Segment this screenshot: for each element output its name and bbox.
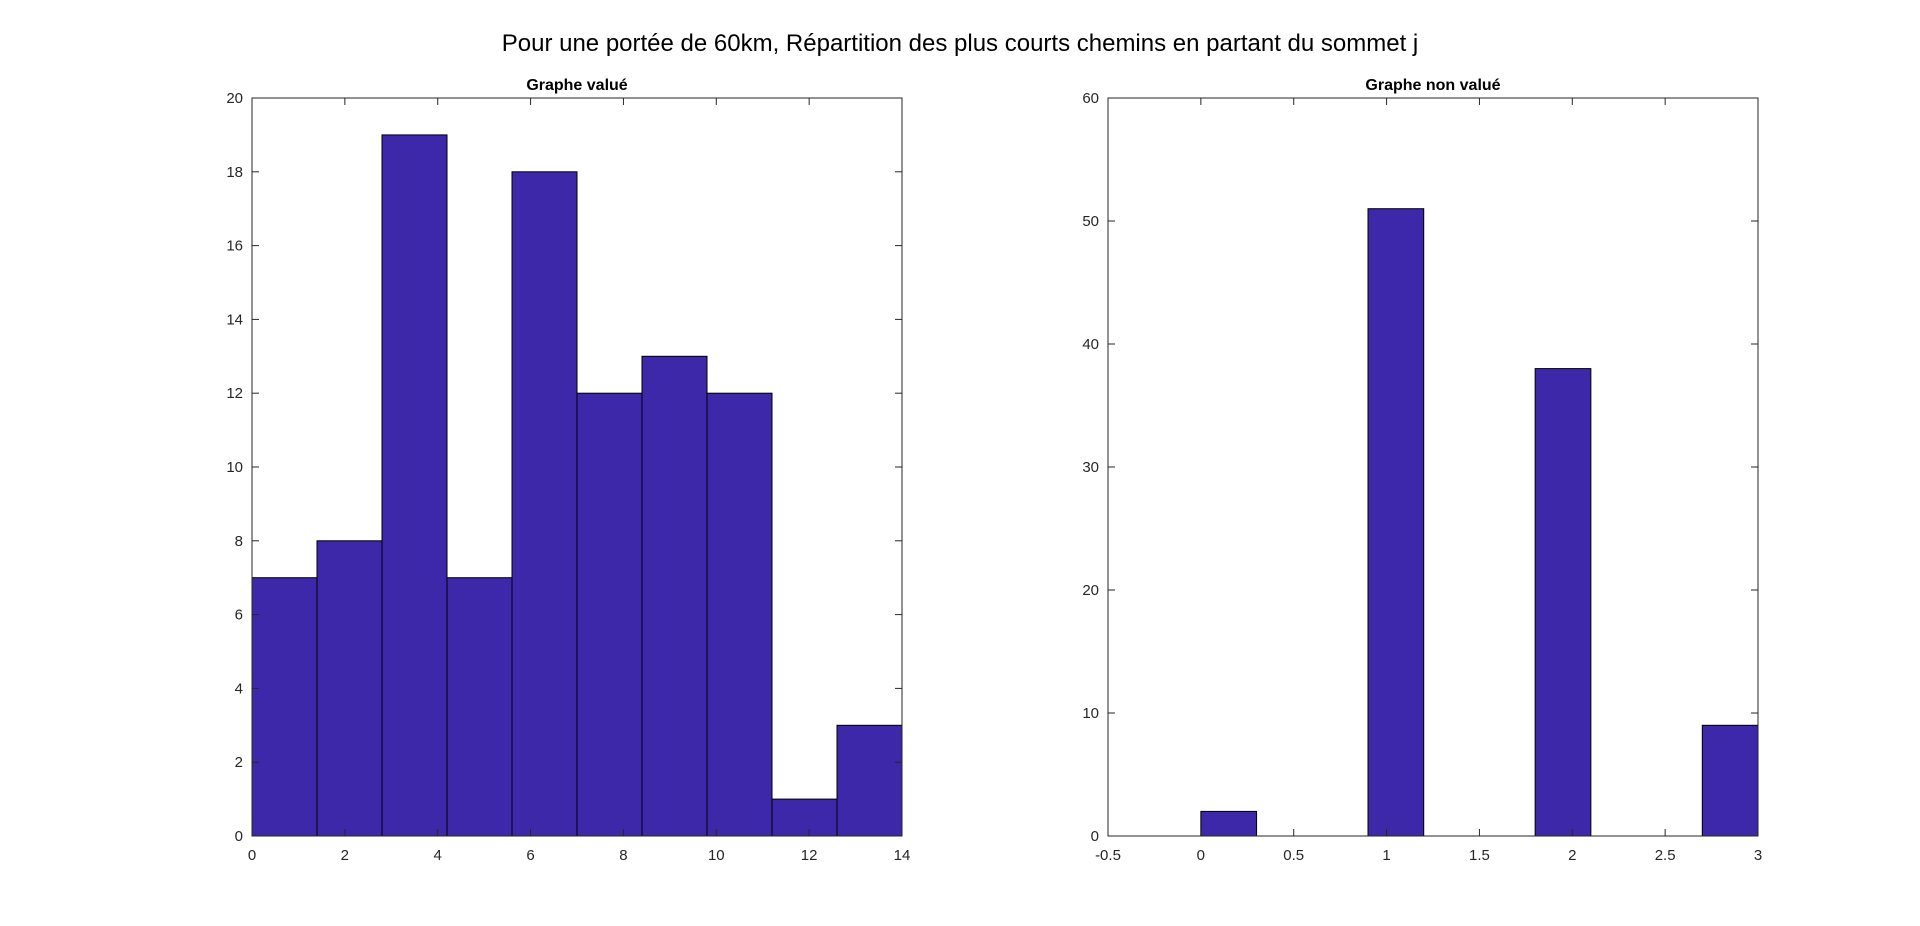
figure-title: Pour une portée de 60km, Répartition des… [501,30,1419,57]
y-tick-label: 60 [1082,90,1099,107]
histogram-bar [511,171,578,837]
axes-box [1107,97,1759,837]
y-tick-label: 20 [226,90,243,107]
x-tick-label: 1.5 [1469,847,1490,864]
histogram-bar [1367,208,1425,837]
x-tick-label: 14 [894,847,911,864]
x-tick-label: 10 [708,847,725,864]
x-tick-label: 6 [526,847,534,864]
x-tick-label: 2 [341,847,349,864]
y-tick-label: 4 [235,680,243,697]
y-tick-label: 6 [235,607,243,624]
histogram-bar [576,392,643,837]
histogram-bar [251,577,318,837]
x-tick-label: 2.5 [1655,847,1676,864]
y-tick-label: 50 [1082,213,1099,230]
subplot-title: Graphe non valué [1365,77,1500,94]
y-tick-label: 12 [226,385,243,402]
histogram-bar [381,134,448,837]
y-tick-label: 10 [1082,705,1099,722]
histogram-bar [1200,810,1258,837]
histogram-bar [1534,368,1592,837]
histogram-bar [1701,724,1759,837]
y-tick-label: 2 [235,754,243,771]
x-tick-label: 0 [248,847,256,864]
y-tick-label: 0 [1091,828,1099,845]
x-tick-label: 2 [1568,847,1576,864]
histogram-bar [641,355,708,837]
y-tick-label: 40 [1082,336,1099,353]
x-tick-label: 1 [1382,847,1390,864]
histogram-bar [836,724,903,837]
histogram-bar [446,577,513,837]
subplot-title: Graphe valué [526,77,627,94]
y-tick-label: 8 [235,533,243,550]
x-tick-label: 8 [619,847,627,864]
histogram-bar [316,540,383,837]
y-tick-label: 18 [226,164,243,181]
y-tick-label: 20 [1082,582,1099,599]
y-tick-label: 30 [1082,459,1099,476]
histogram-panel-weighted: 0 2 4 6 8 10 12 14 0 2 4 6 8 10 12 14 16 18 20 Graphe valué [226,77,910,864]
y-tick-label: 0 [235,828,243,845]
x-tick-label: 0 [1197,847,1205,864]
histogram-bar [706,392,773,837]
x-tick-label: 4 [434,847,442,864]
x-tick-label: 3 [1754,847,1762,864]
y-tick-label: 16 [226,238,243,255]
x-tick-label: -0.5 [1095,847,1121,864]
y-tick-label: 14 [226,311,243,328]
y-tick-label: 10 [226,459,243,476]
x-tick-label: 0.5 [1283,847,1304,864]
histogram-bar [771,798,838,837]
x-tick-label: 12 [801,847,818,864]
